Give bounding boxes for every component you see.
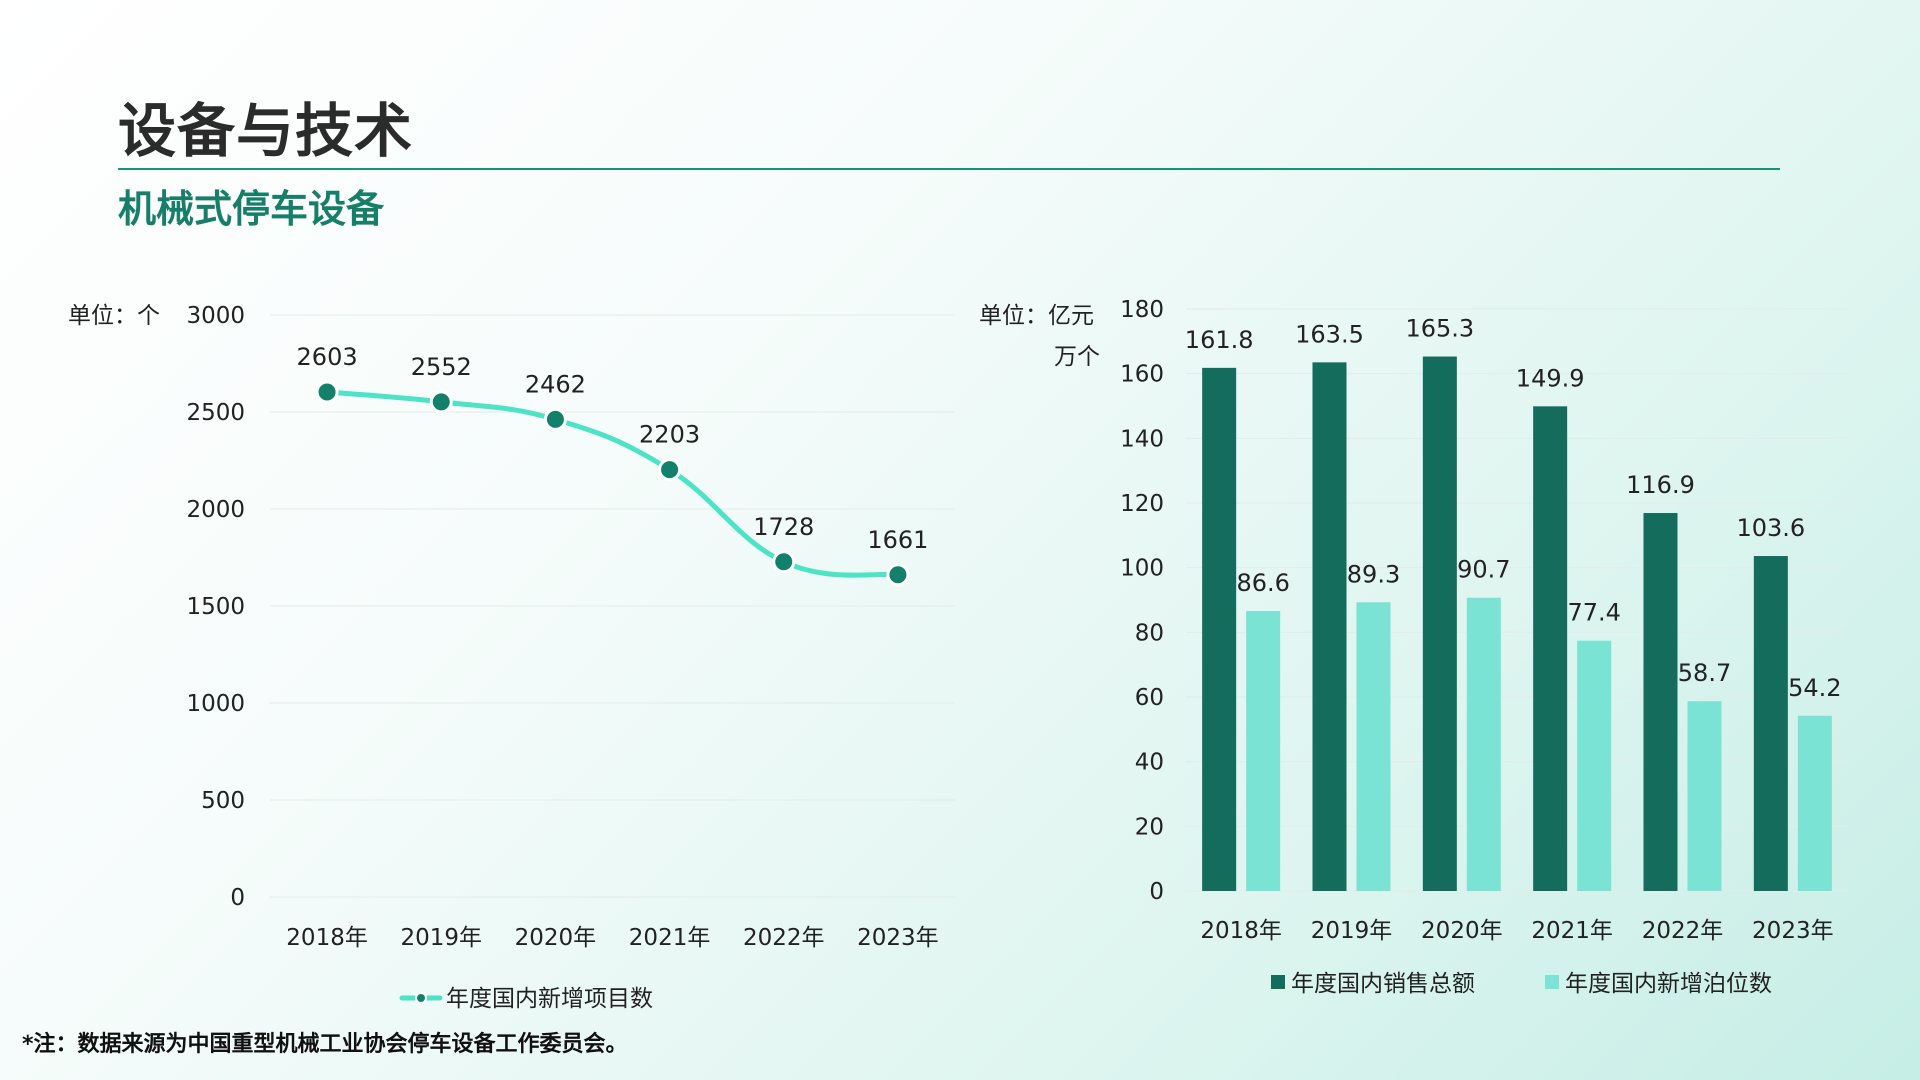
bar-data-label: 54.2 xyxy=(1788,674,1841,702)
bar-y-tick: 120 xyxy=(1120,491,1164,517)
bar-x-tick: 2023年 xyxy=(1752,918,1834,944)
line-data-label: 2462 xyxy=(525,370,586,398)
bar-x-tick: 2019年 xyxy=(1311,918,1393,944)
bar-x-tick: 2022年 xyxy=(1642,918,1724,944)
bar-legend-swatch-sales xyxy=(1271,975,1285,989)
title-divider xyxy=(118,168,1780,170)
bar-data-label: 86.6 xyxy=(1236,569,1289,597)
line-chart: 单位：个 0 500 1000 1500 2000 2500 3000 2018年 2019年 20… xyxy=(68,303,955,1012)
bar-y-tick: 100 xyxy=(1120,556,1164,582)
bar-y-tick: 140 xyxy=(1120,426,1164,452)
line-y-tick: 2500 xyxy=(186,400,245,426)
line-data-label: 2603 xyxy=(297,343,358,371)
line-point xyxy=(543,407,567,431)
bar-y-tick: 180 xyxy=(1120,297,1164,323)
bar-sales xyxy=(1312,362,1347,892)
bar-data-label: 90.7 xyxy=(1457,556,1510,584)
bar-berths xyxy=(1797,715,1832,891)
bar-y-tick: 20 xyxy=(1135,814,1164,840)
bar-x-tick: 2018年 xyxy=(1200,918,1282,944)
bar-unit-label: 单位：亿元 xyxy=(979,303,1094,329)
page-subtitle: 机械式停车设备 xyxy=(118,187,385,231)
line-unit-label: 单位：个 xyxy=(68,303,160,329)
bar-legend-swatch-berths xyxy=(1545,975,1559,989)
bar-legend-label-sales: 年度国内销售总额 xyxy=(1291,971,1475,997)
line-y-tick: 3000 xyxy=(186,303,245,329)
bar-berths xyxy=(1687,701,1722,891)
line-point xyxy=(658,458,682,482)
line-x-tick: 2021年 xyxy=(629,925,711,951)
bar-data-label: 89.3 xyxy=(1347,560,1400,588)
bar-data-label: 116.9 xyxy=(1626,471,1695,499)
bar-sales xyxy=(1643,513,1678,891)
line-x-tick: 2020年 xyxy=(515,925,597,951)
line-data-label: 2203 xyxy=(639,421,700,449)
line-y-tick: 2000 xyxy=(186,497,245,523)
bar-sales xyxy=(1533,406,1568,891)
bar-data-label: 161.8 xyxy=(1185,326,1254,354)
line-x-tick: 2022年 xyxy=(743,925,825,951)
line-y-tick: 500 xyxy=(201,788,245,814)
page-title: 设备与技术 xyxy=(118,97,414,165)
line-x-tick: 2018年 xyxy=(286,925,368,951)
line-legend-label: 年度国内新增项目数 xyxy=(446,986,653,1012)
line-data-label: 2552 xyxy=(411,353,472,381)
bar-berths xyxy=(1356,602,1391,891)
bar-unit-label-secondary: 万个 xyxy=(1054,344,1100,370)
bar-y-tick: 0 xyxy=(1149,879,1164,905)
line-x-tick: 2023年 xyxy=(857,925,939,951)
bar-sales xyxy=(1422,356,1457,891)
line-x-tick: 2019年 xyxy=(400,925,482,951)
line-y-tick: 1000 xyxy=(186,691,245,717)
line-data-label: 1661 xyxy=(867,526,928,554)
bar-berths xyxy=(1466,597,1501,891)
bar-data-label: 165.3 xyxy=(1405,315,1474,343)
line-legend-marker xyxy=(415,992,427,1004)
bar-sales xyxy=(1753,556,1788,891)
bar-x-tick: 2020年 xyxy=(1421,918,1503,944)
bar-x-tick: 2021年 xyxy=(1531,918,1613,944)
line-point xyxy=(315,380,339,404)
bar-y-tick: 40 xyxy=(1135,750,1164,776)
line-data-label: 1728 xyxy=(753,513,814,541)
line-y-tick: 0 xyxy=(230,885,245,911)
bar-y-tick: 60 xyxy=(1135,685,1164,711)
bar-data-label: 77.4 xyxy=(1567,599,1620,627)
bar-data-label: 149.9 xyxy=(1516,364,1585,392)
line-point xyxy=(886,563,910,587)
bar-data-label: 103.6 xyxy=(1736,514,1805,542)
source-note: *注：数据来源为中国重型机械工业协会停车设备工作委员会。 xyxy=(22,1032,628,1057)
bar-y-tick: 80 xyxy=(1135,620,1164,646)
bar-berths xyxy=(1577,640,1612,891)
bar-berths xyxy=(1246,610,1281,891)
line-point xyxy=(429,390,453,414)
line-point xyxy=(772,550,796,574)
bar-sales xyxy=(1202,367,1237,891)
bar-data-label: 58.7 xyxy=(1678,659,1731,687)
bar-legend-label-berths: 年度国内新增泊位数 xyxy=(1565,971,1772,997)
bar-data-label: 163.5 xyxy=(1295,320,1364,348)
line-y-tick: 1500 xyxy=(186,594,245,620)
bar-y-tick: 160 xyxy=(1120,362,1164,388)
